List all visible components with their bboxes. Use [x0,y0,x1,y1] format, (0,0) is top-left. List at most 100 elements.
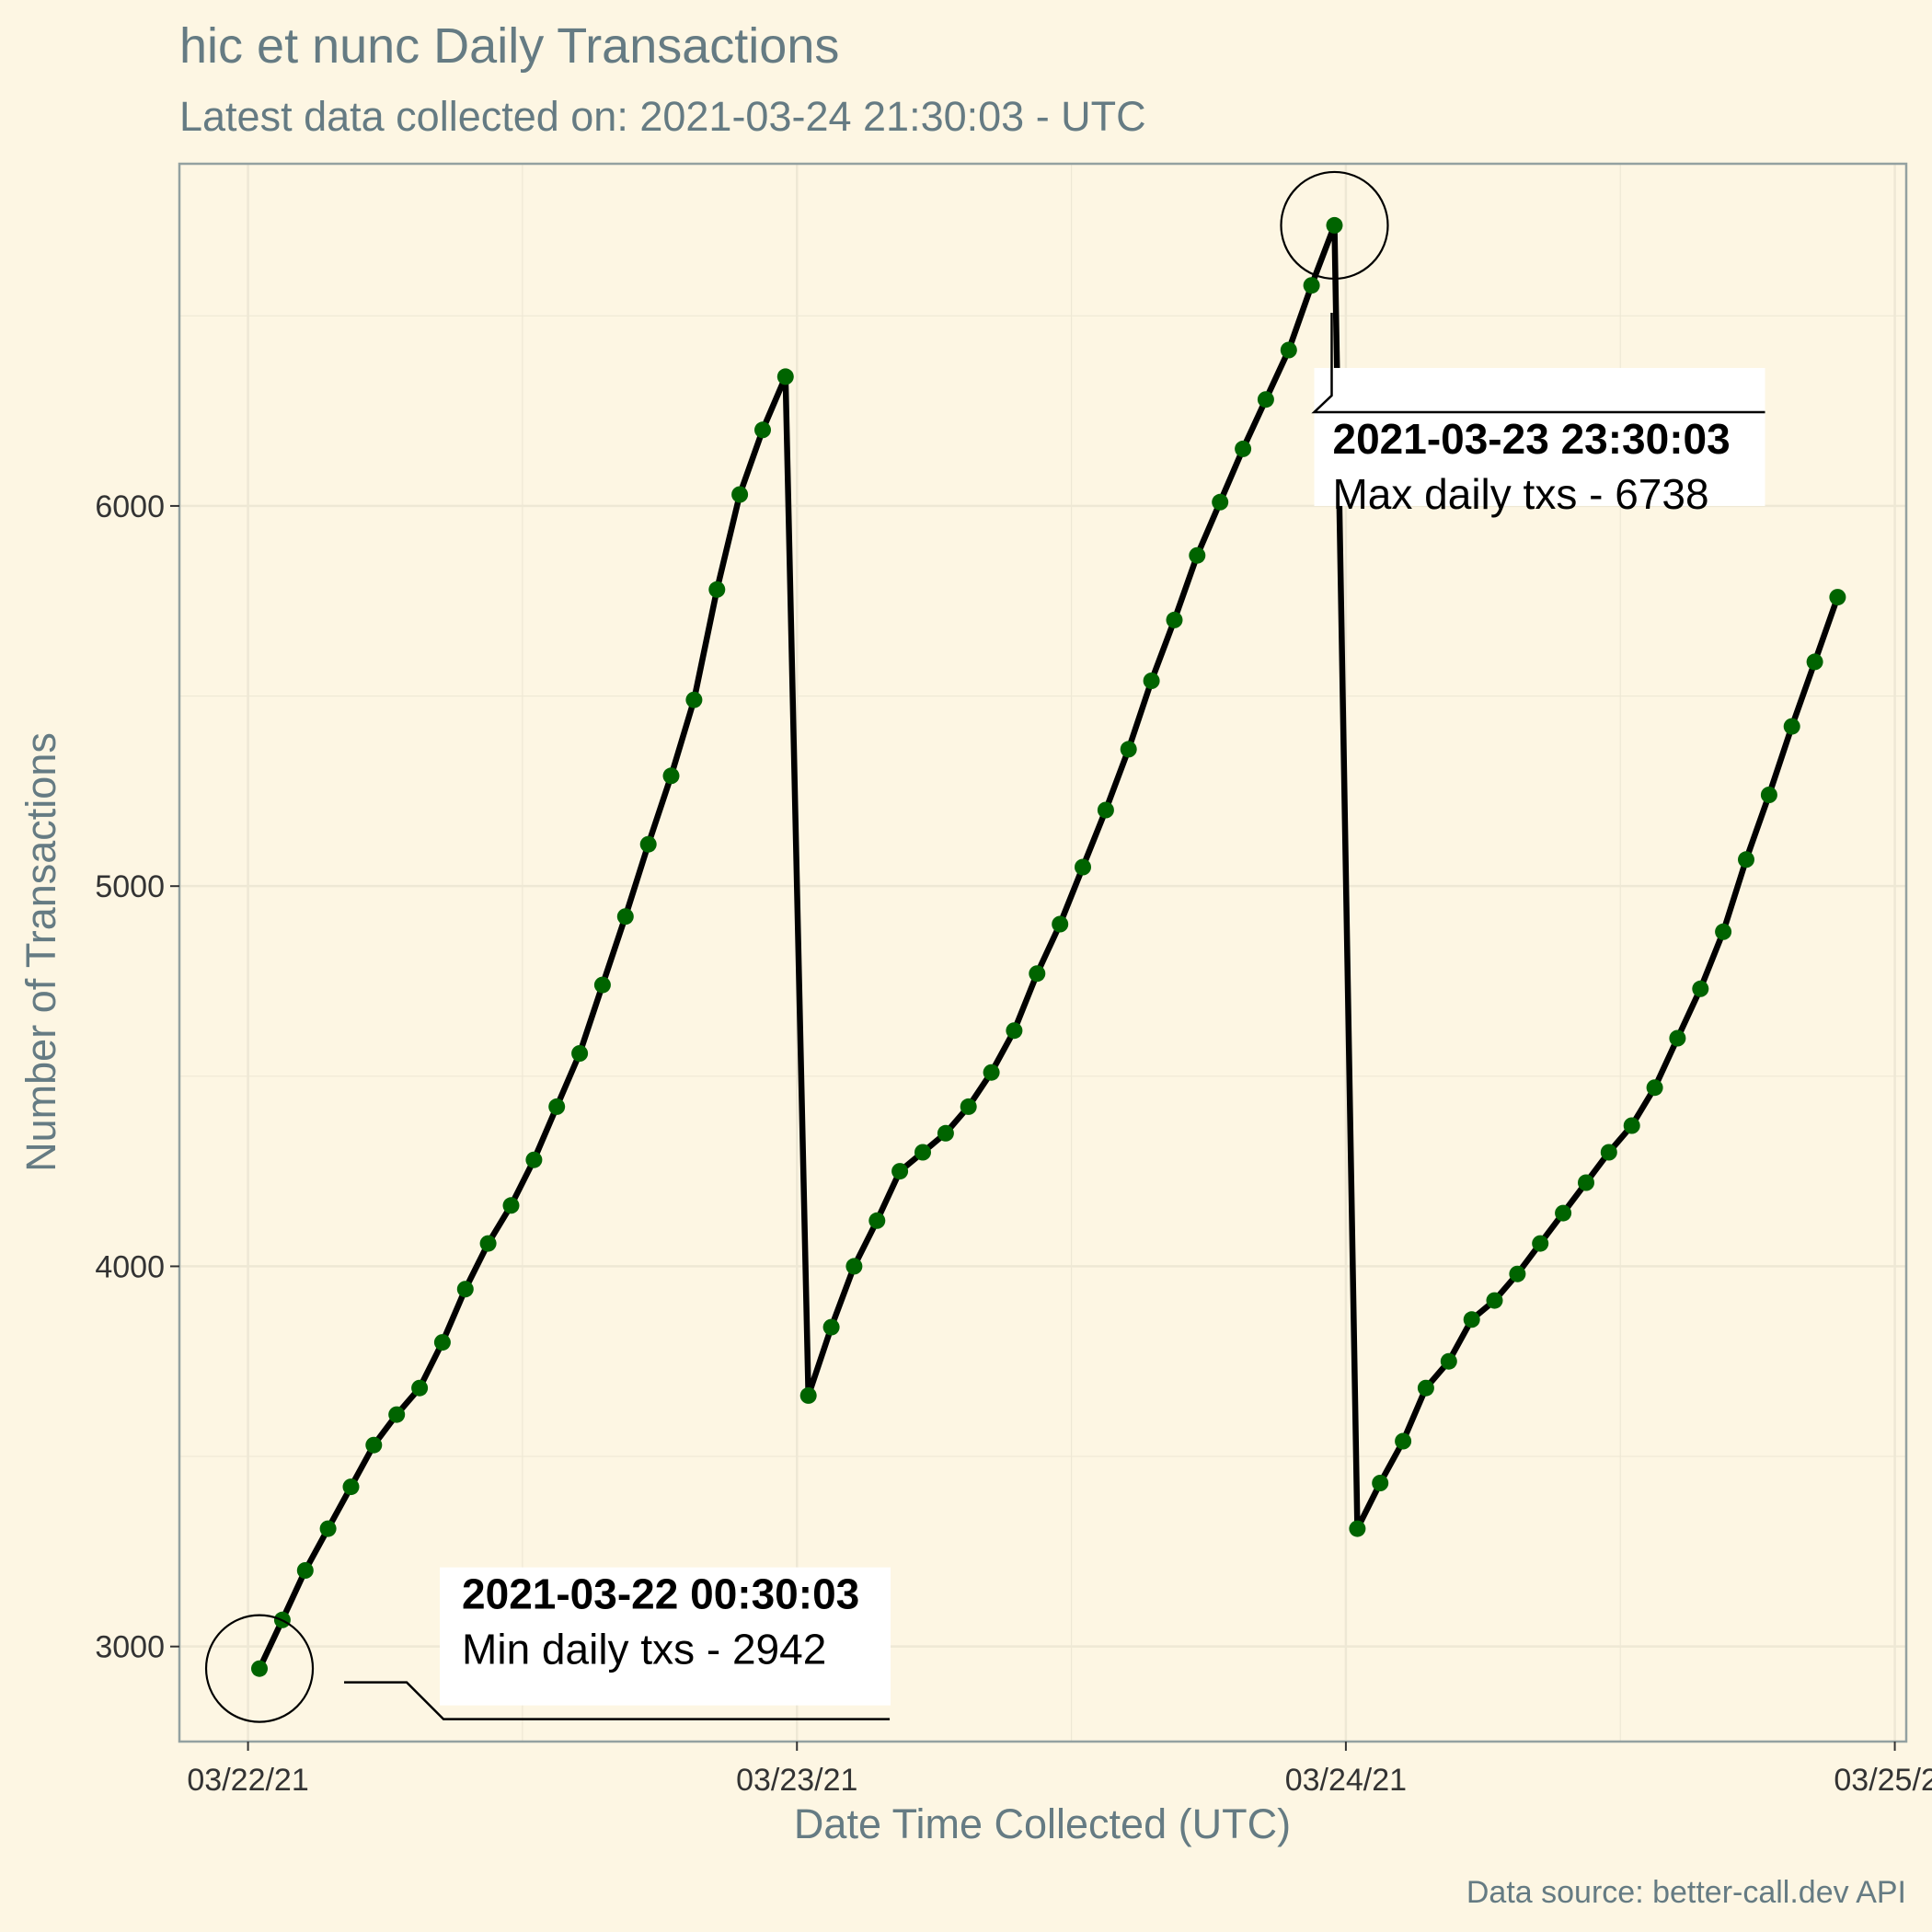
annotation-label-box [1314,367,1765,506]
data-point [1600,1144,1617,1161]
data-point [983,1064,1000,1081]
data-point [1303,277,1320,294]
data-point [433,1334,451,1351]
data-point [685,691,703,708]
data-point [960,1098,977,1115]
data-point [731,486,749,503]
annotation-date: 2021-03-23 23:30:03 [1332,415,1730,463]
y-axis-title: Number of Transactions [17,732,64,1172]
data-point [365,1436,383,1454]
data-point [1760,787,1777,803]
annotation-leader-line [344,1681,891,1720]
annotation-label-box [440,1567,891,1706]
data-point [1532,1235,1549,1252]
data-point [868,1212,886,1229]
data-point [845,1258,863,1275]
data-point [1669,1029,1686,1047]
data-point [1646,1079,1663,1097]
x-tick-label: 03/22/21 [187,1763,308,1798]
data-point [1212,493,1229,511]
data-point [1052,915,1069,933]
data-point [1075,858,1091,876]
x-tick-label: 03/24/21 [1285,1763,1407,1798]
data-point [388,1406,406,1423]
data-point [593,976,611,994]
annotation-text: Max daily txs - 6738 [1332,470,1708,518]
x-tick-label: 03/25/21 [1834,1763,1932,1798]
annotation-date: 2021-03-22 00:30:03 [462,1570,859,1618]
series-line-layer [257,222,1841,1671]
data-point [1006,1022,1023,1040]
data-point [662,767,680,785]
series-line [257,222,1841,1671]
data-point [342,1478,360,1496]
y-tick-label: 6000 [95,489,165,524]
annotation-leader-line [1311,312,1765,414]
data-point [1166,611,1183,628]
data-point [571,1045,589,1062]
data-point [1783,718,1800,735]
data-point [616,908,634,926]
data-point [1189,546,1206,564]
data-point [1829,589,1846,606]
data-point [1349,1520,1366,1537]
data-point [251,1660,268,1677]
data-point [1372,1475,1389,1491]
data-point [1509,1265,1526,1282]
data-point [1326,216,1343,234]
data-point [456,1281,474,1298]
data-point [799,1386,817,1404]
chart-title: hic et nunc Daily Transactions [179,18,839,74]
data-point [891,1163,909,1180]
data-point [1235,440,1252,457]
data-point [1578,1174,1594,1191]
y-tick-label: 4000 [95,1249,165,1284]
data-point [1486,1292,1503,1309]
data-point [754,421,771,439]
x-axis-title: Date Time Collected (UTC) [794,1800,1291,1847]
data-point [1692,980,1709,997]
annotation-circle [1280,170,1389,281]
data-point [1555,1204,1572,1222]
panel-border [178,162,1908,1743]
data-point [1738,851,1754,868]
data-point [1623,1117,1640,1134]
chart-caption: Data source: better-call.dev API [1466,1875,1906,1910]
annotation-circle [204,1614,315,1723]
annotation-text: Min daily txs - 2942 [462,1626,826,1673]
chart-subtitle: Latest data collected on: 2021-03-24 21:… [179,93,1146,140]
data-point [776,368,794,385]
data-point [822,1318,840,1336]
data-point [1280,341,1297,359]
data-point [639,835,657,853]
data-point [502,1197,520,1214]
annotations: 2021-03-22 00:30:03 Min daily txs - 2942 2… [204,170,1765,1723]
data-point [1120,741,1137,758]
data-point [1440,1352,1457,1370]
data-point [1806,653,1823,671]
data-points [251,216,1846,1677]
data-point [319,1520,337,1537]
data-point [1257,391,1274,408]
data-point [914,1144,931,1161]
data-point [411,1379,429,1397]
data-point [1417,1379,1434,1397]
data-point [525,1151,543,1168]
data-point [479,1235,497,1252]
data-point [708,581,726,598]
x-tick-label: 03/23/21 [736,1763,857,1798]
data-point [1463,1311,1480,1328]
data-point [1097,801,1114,819]
y-tick-label: 5000 [95,869,165,904]
data-point [1029,965,1046,983]
data-point [1715,923,1732,940]
data-point [937,1124,954,1142]
data-point [1143,673,1160,689]
y-axis-ticks: 3000 4000 5000 6000 [95,489,179,1665]
data-point [1395,1432,1412,1450]
data-point [548,1098,566,1115]
y-tick-label: 3000 [95,1630,165,1665]
x-axis-ticks: 03/22/21 03/23/21 03/24/21 03/25/21 [187,1742,1932,1798]
